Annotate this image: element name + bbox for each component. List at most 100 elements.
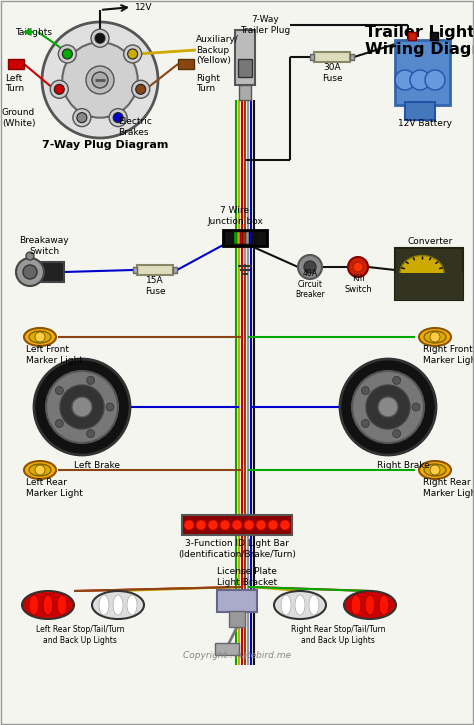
Circle shape — [124, 45, 142, 63]
Circle shape — [353, 262, 363, 272]
Text: Auxiliary/
Backup
(Yellow): Auxiliary/ Backup (Yellow) — [196, 35, 239, 65]
Bar — [178, 59, 194, 69]
Circle shape — [50, 80, 68, 99]
Circle shape — [92, 72, 108, 88]
Circle shape — [184, 520, 194, 530]
Bar — [252, 232, 256, 244]
Bar — [238, 59, 252, 77]
Bar — [395, 273, 463, 300]
Text: 40A
Circuit
Breaker: 40A Circuit Breaker — [295, 269, 325, 299]
Ellipse shape — [295, 595, 305, 615]
Circle shape — [55, 84, 64, 94]
Circle shape — [87, 376, 95, 384]
Text: Left Brake: Left Brake — [74, 460, 120, 470]
Ellipse shape — [29, 331, 51, 343]
Text: Breakaway
Switch: Breakaway Switch — [19, 236, 69, 256]
Bar — [8, 59, 24, 69]
Text: Right Rear Stop/Tail/Turn
and Back Up Lights: Right Rear Stop/Tail/Turn and Back Up Li… — [291, 625, 385, 645]
Text: Left Rear Stop/Tail/Turn
and Back Up Lights: Left Rear Stop/Tail/Turn and Back Up Lig… — [36, 625, 124, 645]
Text: Right Front
Marker Light: Right Front Marker Light — [423, 345, 474, 365]
Circle shape — [430, 332, 440, 342]
Text: Trailer Light and Brake
Wiring Diagram: Trailer Light and Brake Wiring Diagram — [365, 25, 474, 57]
Circle shape — [26, 252, 34, 260]
Circle shape — [410, 70, 430, 90]
Ellipse shape — [281, 595, 291, 615]
Bar — [430, 32, 438, 40]
Text: Right Brake: Right Brake — [377, 460, 429, 470]
Bar — [173, 267, 177, 273]
Text: Copyright : natebird.me: Copyright : natebird.me — [183, 650, 291, 660]
Circle shape — [77, 112, 87, 123]
Circle shape — [244, 520, 254, 530]
Circle shape — [72, 397, 92, 417]
Ellipse shape — [309, 595, 319, 615]
Text: 3-Function ID Light Bar
(Identification/Brake/Turn): 3-Function ID Light Bar (Identification/… — [178, 539, 296, 559]
Text: Converter: Converter — [407, 236, 453, 246]
Circle shape — [46, 371, 118, 443]
Text: Kill
Switch: Kill Switch — [344, 274, 372, 294]
Text: Left Rear
Marker Light: Left Rear Marker Light — [26, 478, 83, 497]
Circle shape — [60, 385, 104, 429]
Circle shape — [220, 520, 230, 530]
Circle shape — [91, 29, 109, 47]
Bar — [240, 232, 244, 244]
Circle shape — [361, 420, 369, 428]
Bar — [223, 230, 267, 246]
Circle shape — [35, 332, 45, 342]
Circle shape — [348, 257, 368, 277]
Circle shape — [55, 420, 64, 428]
Bar — [182, 515, 292, 535]
Circle shape — [361, 386, 369, 394]
Bar — [40, 262, 64, 282]
Ellipse shape — [99, 595, 109, 615]
Circle shape — [232, 520, 242, 530]
Text: Left Front
Marker Light: Left Front Marker Light — [26, 345, 83, 365]
Circle shape — [412, 403, 420, 411]
Ellipse shape — [43, 595, 53, 615]
Text: Electric
Brakes: Electric Brakes — [118, 117, 152, 137]
Circle shape — [298, 255, 322, 279]
Circle shape — [95, 33, 105, 44]
Ellipse shape — [379, 595, 389, 615]
Ellipse shape — [29, 464, 51, 476]
Bar — [137, 265, 173, 275]
Circle shape — [392, 430, 401, 438]
Circle shape — [63, 49, 73, 59]
Bar — [408, 32, 416, 40]
Circle shape — [34, 359, 130, 455]
Circle shape — [62, 42, 138, 117]
Bar — [314, 52, 350, 62]
Circle shape — [23, 265, 37, 279]
Circle shape — [395, 70, 415, 90]
Circle shape — [35, 465, 45, 475]
Ellipse shape — [424, 331, 446, 343]
Circle shape — [378, 397, 398, 417]
Text: 12V Battery: 12V Battery — [398, 118, 452, 128]
Ellipse shape — [57, 595, 67, 615]
Text: Right
Turn: Right Turn — [196, 74, 220, 94]
Circle shape — [113, 112, 123, 123]
Bar — [217, 590, 257, 612]
Circle shape — [86, 66, 114, 94]
Bar — [249, 232, 253, 244]
Circle shape — [304, 261, 316, 273]
Circle shape — [109, 109, 127, 127]
Bar — [229, 611, 245, 627]
Text: Tailights: Tailights — [15, 28, 52, 36]
Text: Ground
(White): Ground (White) — [2, 108, 36, 128]
Bar — [405, 102, 435, 120]
Circle shape — [208, 520, 218, 530]
Bar — [310, 54, 314, 60]
Circle shape — [430, 465, 440, 475]
Circle shape — [58, 45, 76, 63]
Bar — [215, 643, 239, 655]
Ellipse shape — [400, 255, 444, 291]
Text: 7-Way Plug Diagram: 7-Way Plug Diagram — [42, 140, 168, 150]
Ellipse shape — [419, 461, 451, 479]
Circle shape — [42, 22, 158, 138]
Text: 30A
Fuse: 30A Fuse — [322, 63, 342, 83]
Bar — [243, 232, 247, 244]
Ellipse shape — [351, 595, 361, 615]
Bar — [350, 54, 354, 60]
Text: Left
Turn: Left Turn — [5, 74, 24, 94]
